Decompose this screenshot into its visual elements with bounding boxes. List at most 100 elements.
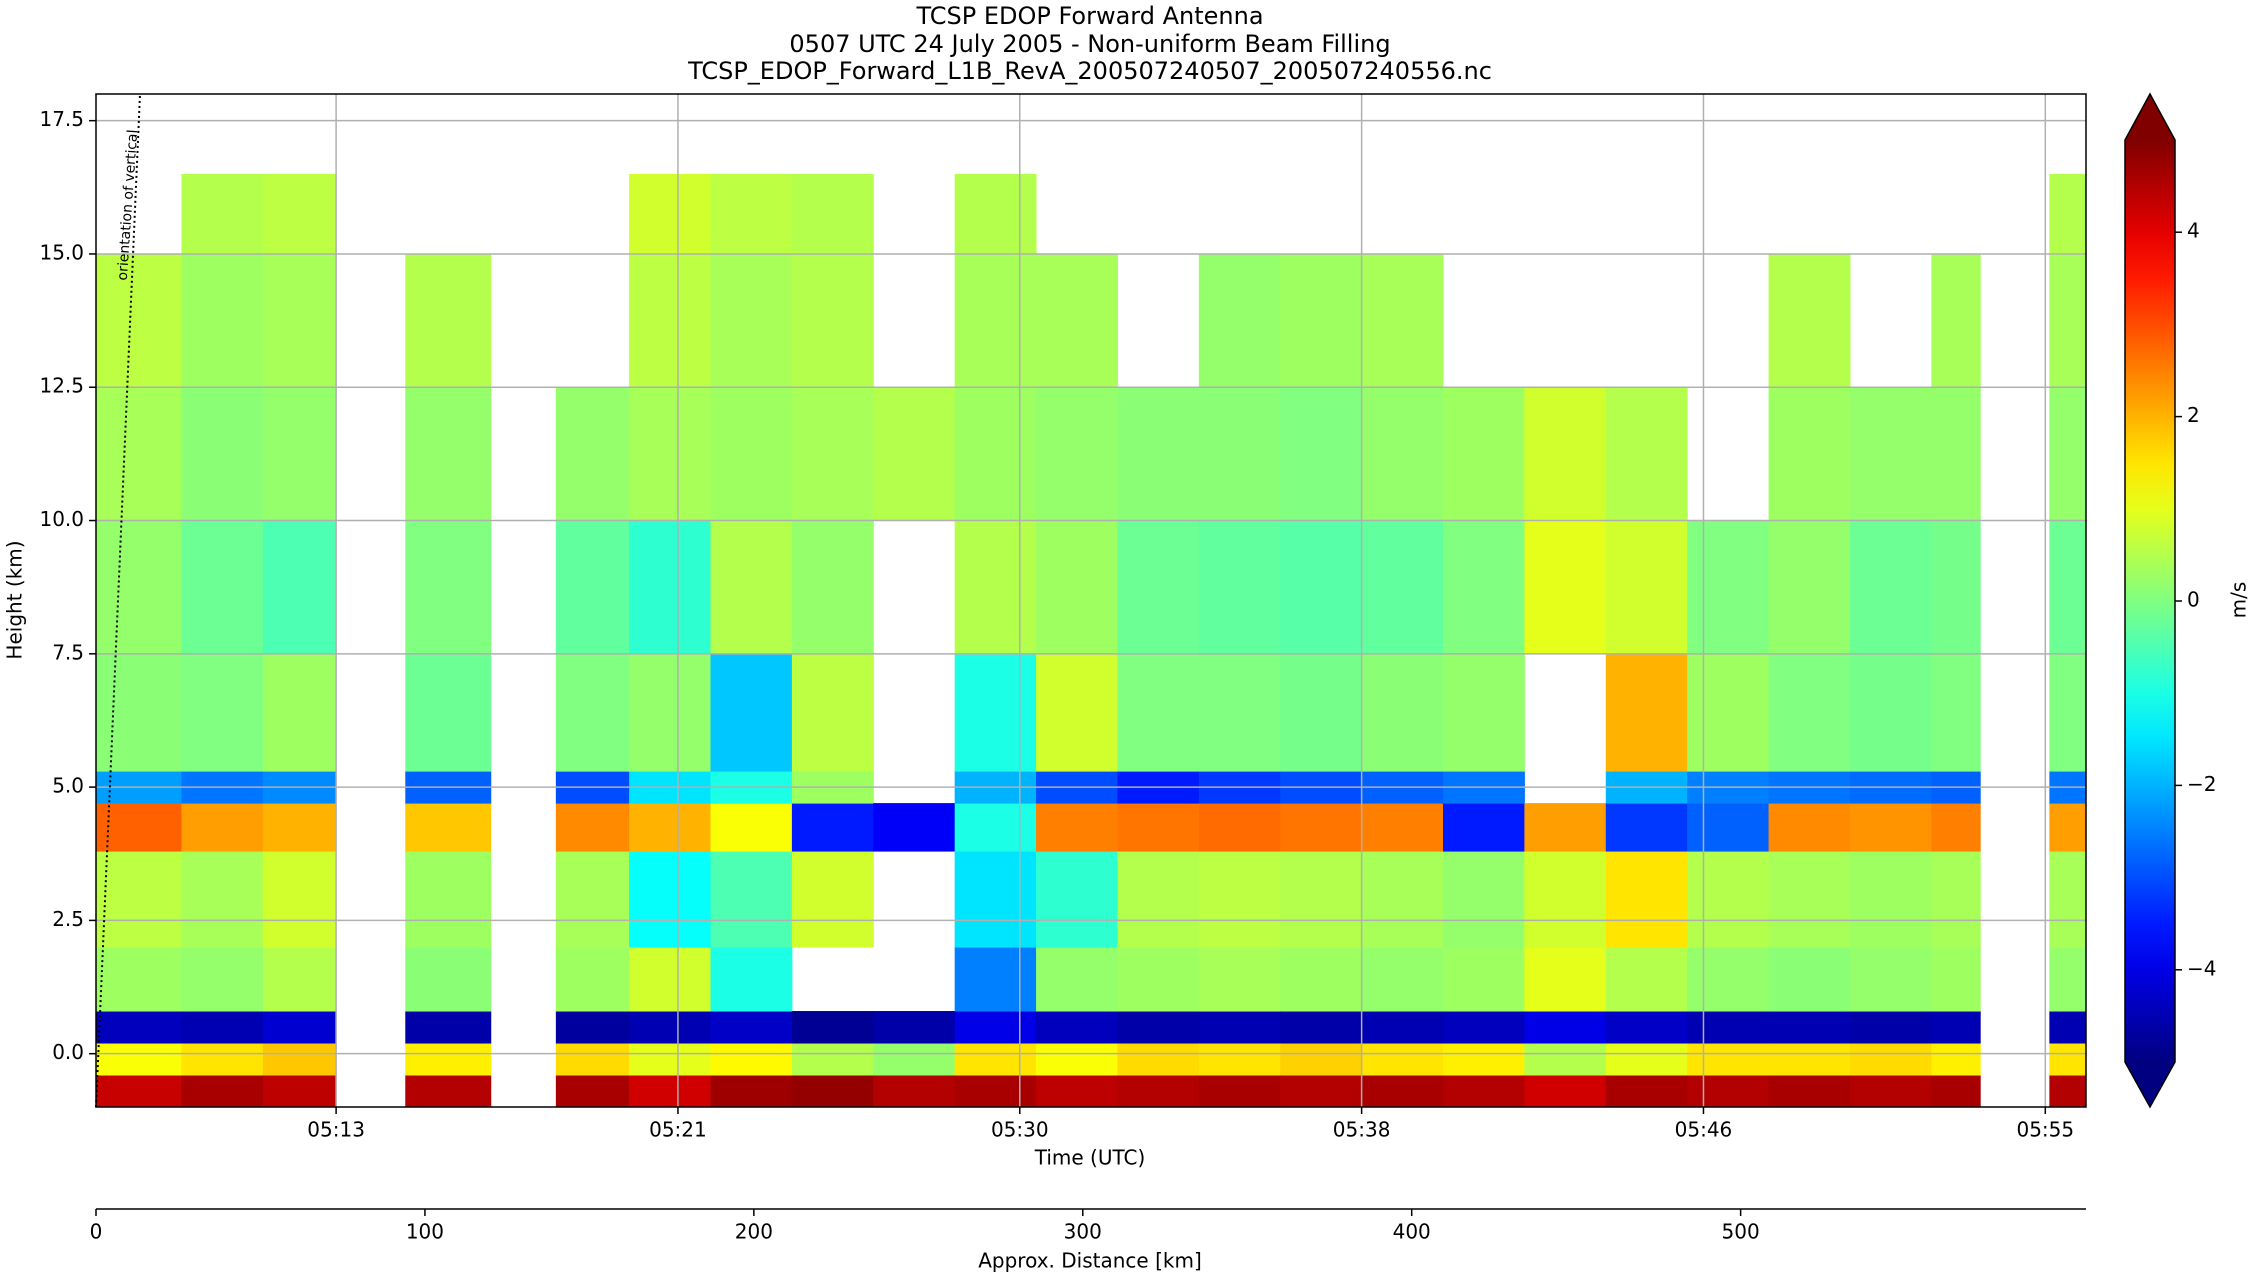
cell <box>791 520 874 655</box>
cell <box>1931 1011 1981 1044</box>
cell <box>405 803 492 852</box>
cell <box>1931 653 1981 772</box>
cell <box>1931 1043 1981 1076</box>
cell <box>1849 1075 1932 1108</box>
cell <box>181 1043 264 1076</box>
cell <box>954 173 1037 255</box>
cell <box>1280 387 1363 522</box>
colorbar-extend-min <box>2125 1062 2175 1107</box>
cell <box>96 947 182 1012</box>
y-tick-label: 12.5 <box>39 374 84 398</box>
cell <box>954 253 1037 388</box>
y-tick-label: 10.0 <box>39 507 84 531</box>
axes: 05:13 05:21 05:30 05:38 05:46 05:55 0.0 2.5 5.0 7… <box>39 92 2216 1244</box>
cell <box>2049 947 2087 1012</box>
cell <box>1198 803 1281 852</box>
cell <box>1117 1043 1200 1076</box>
x2-tick-label: 100 <box>406 1220 444 1244</box>
x-tick-label: 05:21 <box>649 1118 707 1142</box>
cell <box>1036 1011 1118 1044</box>
x2-tick-label: 400 <box>1393 1220 1431 1244</box>
cell <box>1768 253 1851 388</box>
cell <box>791 851 874 948</box>
cell <box>262 173 337 255</box>
cell <box>1524 1011 1607 1044</box>
cell <box>1361 803 1444 852</box>
colorbar <box>2125 140 2175 1062</box>
cell <box>1280 1075 1363 1108</box>
cell <box>96 1075 182 1108</box>
cell <box>2049 387 2087 522</box>
cell <box>1687 947 1770 1012</box>
cell <box>1605 520 1688 655</box>
cell <box>1605 1043 1688 1076</box>
cell <box>873 1043 956 1076</box>
cell <box>1280 253 1363 388</box>
cell <box>1524 520 1607 655</box>
cell <box>954 1011 1037 1044</box>
cell <box>555 1075 630 1108</box>
x2-tick-label: 300 <box>1064 1220 1102 1244</box>
colorbar-extend-max <box>2125 94 2175 140</box>
cell <box>181 851 264 948</box>
cell <box>1280 851 1363 948</box>
cell <box>873 387 956 522</box>
cell <box>710 1011 793 1044</box>
cell <box>1443 1011 1525 1044</box>
y-tick-label: 2.5 <box>52 907 84 931</box>
cell <box>405 653 492 772</box>
cell <box>181 653 264 772</box>
cell <box>2049 520 2087 655</box>
cell <box>1768 947 1851 1012</box>
cell <box>1036 1043 1118 1076</box>
cell <box>181 1075 264 1108</box>
cell <box>1361 253 1444 388</box>
cell <box>1280 947 1363 1012</box>
cell <box>405 851 492 948</box>
cell <box>405 387 492 522</box>
cell <box>710 173 793 255</box>
cell <box>1280 653 1363 772</box>
cell <box>1036 520 1118 655</box>
cell <box>1443 1043 1525 1076</box>
cell <box>1849 851 1932 948</box>
cell <box>96 851 182 948</box>
cell <box>1849 947 1932 1012</box>
cell <box>1605 387 1688 522</box>
x-axis-label: Time (UTC) <box>1034 1146 1146 1170</box>
cell <box>1198 387 1281 522</box>
cell <box>791 173 874 255</box>
cell <box>629 520 711 655</box>
cell <box>710 387 793 522</box>
cell <box>1605 803 1688 852</box>
cell <box>1687 1043 1770 1076</box>
y-tick-label: 0.0 <box>52 1040 84 1064</box>
cell <box>1605 1075 1688 1108</box>
cell <box>1849 387 1932 522</box>
cell <box>1443 387 1525 522</box>
cell <box>629 1075 711 1108</box>
cell <box>1117 387 1200 522</box>
chart-title: TCSP EDOP Forward Antenna <box>915 2 1263 30</box>
cell <box>1687 1075 1770 1108</box>
cell <box>1768 653 1851 772</box>
cell <box>1687 653 1770 772</box>
cell <box>1198 851 1281 948</box>
colorbar-tick-label: 2 <box>2187 403 2200 427</box>
cell <box>2049 1075 2087 1108</box>
cell <box>791 1075 874 1108</box>
cell <box>1361 387 1444 522</box>
cell <box>629 387 711 522</box>
cell <box>405 253 492 388</box>
cell <box>1687 1011 1770 1044</box>
cell <box>555 653 630 772</box>
cell <box>405 1043 492 1076</box>
cell <box>1280 520 1363 655</box>
cell <box>1524 851 1607 948</box>
cell <box>1849 803 1932 852</box>
cell <box>1198 947 1281 1012</box>
cell <box>1687 851 1770 948</box>
cell <box>96 1011 182 1044</box>
cell <box>555 851 630 948</box>
